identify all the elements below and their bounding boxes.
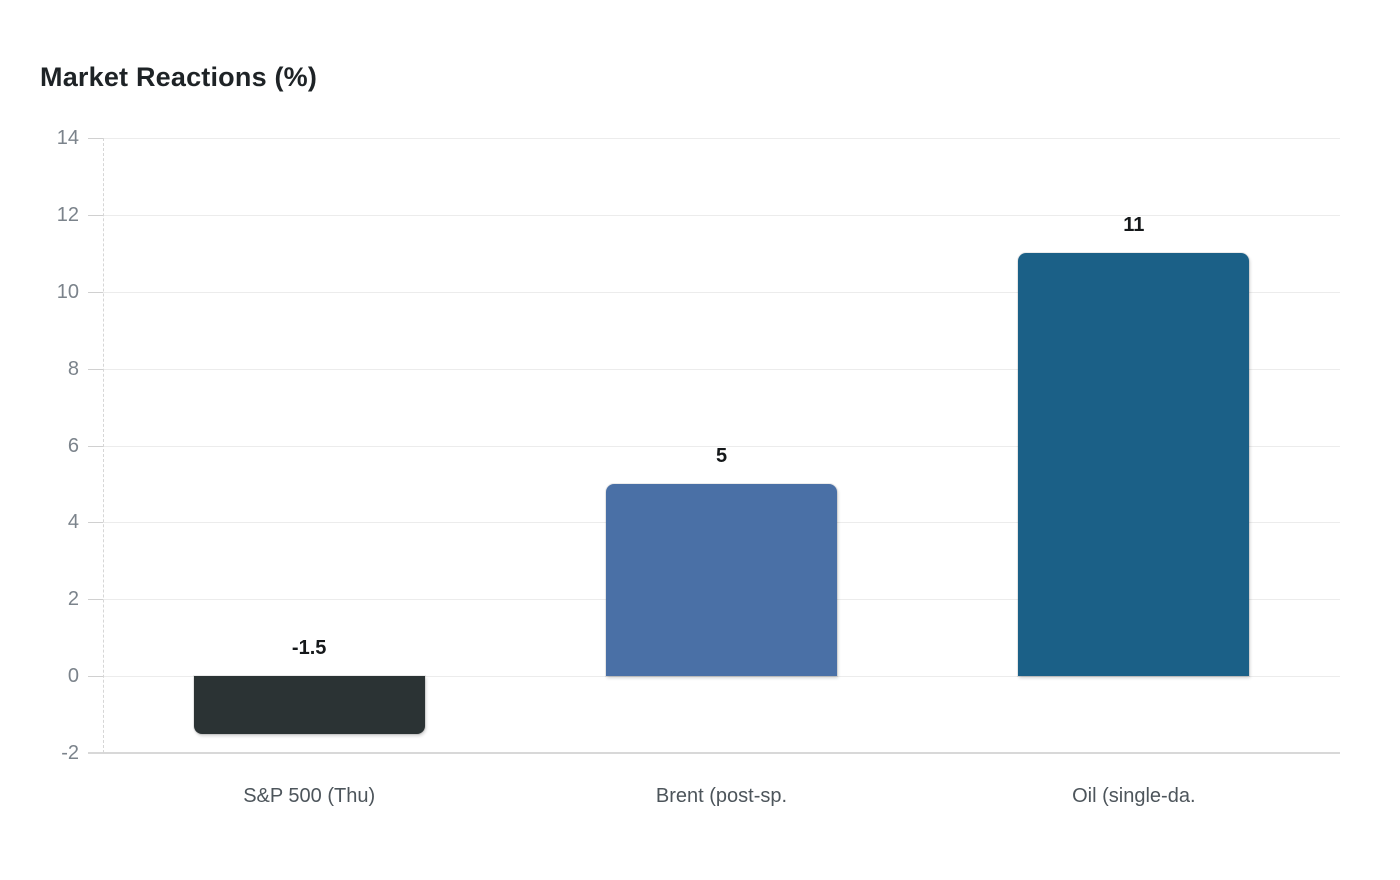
- category-label: Oil (single-da.: [1072, 785, 1196, 807]
- bar[interactable]: [193, 676, 425, 734]
- chart-title: Market Reactions (%): [40, 62, 318, 92]
- y-tick-label: 6: [67, 434, 79, 457]
- y-gridline: [88, 676, 1340, 678]
- y-tick-mark: [88, 291, 103, 293]
- y-tick-mark: [88, 522, 103, 524]
- bar[interactable]: [606, 483, 837, 677]
- y-axis-line: [103, 138, 104, 753]
- y-tick-label: 12: [56, 203, 79, 226]
- bar-value-label: -1.5: [291, 637, 327, 660]
- y-tick-label: 4: [67, 511, 79, 534]
- y-tick-mark: [88, 368, 103, 370]
- category-label: Brent (post-sp.: [655, 785, 788, 807]
- y-tick-label: 0: [67, 665, 79, 688]
- y-gridline: [88, 138, 1340, 139]
- y-tick-label: 2: [67, 588, 79, 611]
- y-gridline: [88, 445, 1340, 447]
- y-tick-mark: [88, 138, 103, 139]
- y-gridline: [88, 368, 1340, 370]
- y-tick-label: 8: [67, 357, 79, 380]
- y-tick-mark: [88, 214, 103, 216]
- y-tick-mark: [88, 445, 103, 447]
- y-gridline: [88, 291, 1340, 293]
- y-tick-label: -2: [61, 742, 79, 764]
- bar-value-label: 5: [715, 444, 728, 467]
- y-tick-mark: [88, 599, 103, 601]
- bar-value-label: 11: [1123, 214, 1145, 237]
- bar[interactable]: [1018, 253, 1250, 677]
- y-tick-mark: [88, 676, 103, 678]
- y-tick-label: 10: [56, 280, 79, 303]
- y-gridline: [88, 214, 1340, 216]
- y-tick-label: 14: [56, 127, 79, 149]
- x-axis-line: [88, 752, 1340, 754]
- category-label: S&P 500 (Thu): [243, 785, 376, 807]
